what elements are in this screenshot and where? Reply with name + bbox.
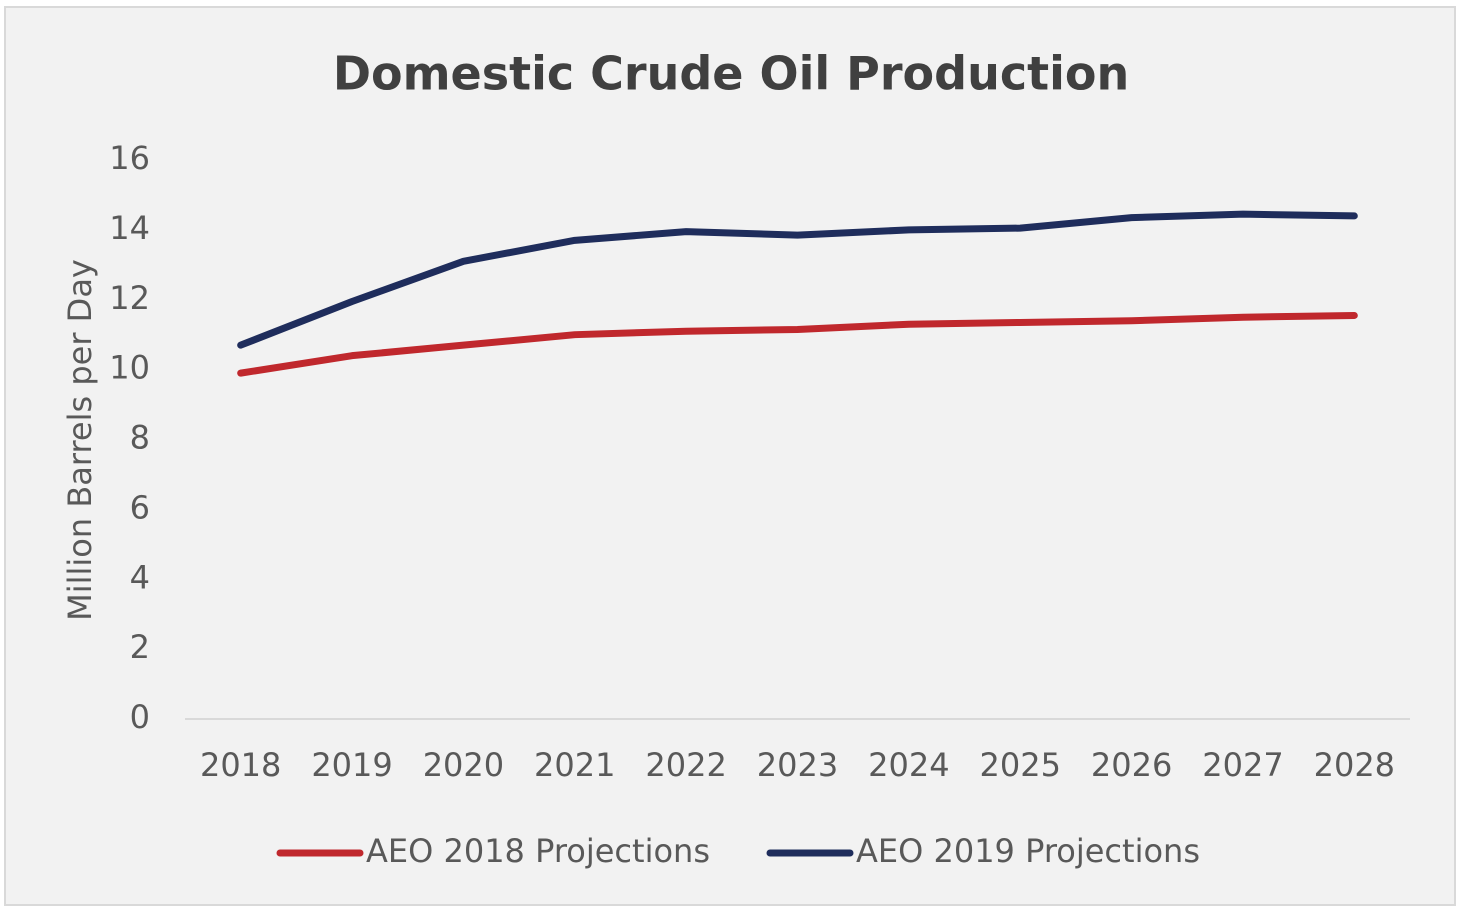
x-tick-label: 2021 [534, 746, 615, 784]
y-tick-label: 0 [130, 698, 150, 736]
y-tick-label: 14 [109, 209, 150, 247]
y-tick-label: 4 [130, 558, 150, 596]
y-axis-label: Million Barrels per Day [61, 259, 99, 621]
x-tick-label: 2025 [980, 746, 1061, 784]
x-tick-label: 2024 [868, 746, 949, 784]
y-tick-label: 16 [109, 139, 150, 177]
legend-label: AEO 2019 Projections [856, 832, 1200, 870]
x-tick-label: 2020 [423, 746, 504, 784]
x-tick-label: 2018 [200, 746, 281, 784]
legend-label: AEO 2018 Projections [366, 832, 710, 870]
x-tick-label: 2022 [645, 746, 726, 784]
x-tick-label: 2023 [757, 746, 838, 784]
x-tick-label: 2028 [1314, 746, 1395, 784]
y-tick-label: 6 [130, 488, 150, 526]
x-tick-label: 2019 [311, 746, 392, 784]
data-line [237, 210, 1358, 349]
y-tick-label: 2 [130, 628, 150, 666]
chart-background [4, 6, 1456, 906]
y-tick-label: 10 [109, 349, 150, 387]
x-tick-label: 2027 [1202, 746, 1283, 784]
x-tick-label: 2026 [1091, 746, 1172, 784]
data-line [237, 311, 1358, 377]
y-tick-label: 12 [109, 279, 150, 317]
chart-title: Domestic Crude Oil Production [333, 47, 1129, 101]
y-tick-label: 8 [130, 419, 150, 457]
